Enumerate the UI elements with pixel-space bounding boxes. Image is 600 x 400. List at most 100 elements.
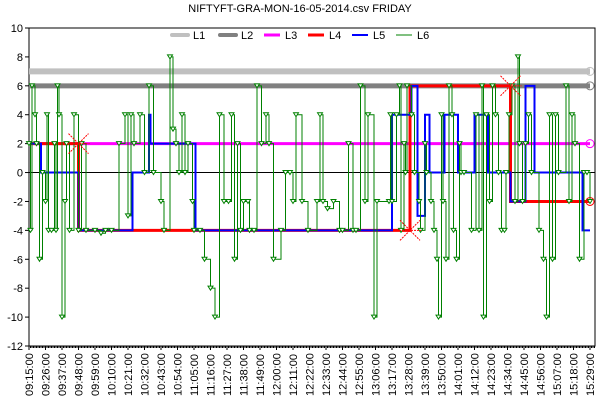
x-tick-label: 11:38:00 <box>239 354 251 396</box>
x-tick-label: 15:29:00 <box>585 353 597 396</box>
x-tick-label: 12:44:00 <box>338 353 350 396</box>
l6-point-marker <box>552 112 559 118</box>
x-tick-label: 10:21:00 <box>123 353 135 396</box>
l6-point-marker <box>33 141 40 147</box>
l6-point-marker <box>535 227 543 234</box>
l6-point-marker <box>313 198 321 205</box>
l6-point-marker <box>237 227 244 234</box>
y-tick-label: -4 <box>13 225 23 237</box>
l6-point-marker <box>516 141 523 147</box>
l6-point-marker <box>141 170 148 176</box>
l6-point-marker <box>330 198 337 205</box>
series-group <box>25 54 595 321</box>
l6-point-marker <box>400 141 408 147</box>
y-tick-label: -12 <box>7 341 23 353</box>
l6-point-marker <box>433 256 441 263</box>
l6-point-marker <box>423 170 430 176</box>
l6-point-marker <box>286 170 294 176</box>
x-tick-label: 11:05:00 <box>189 354 201 396</box>
l6-point-marker <box>415 198 423 205</box>
x-tick-label: 11:27:00 <box>222 354 234 396</box>
l6-point-marker <box>108 227 115 234</box>
x-tick-label: 14:12:00 <box>470 353 482 396</box>
l6-point-marker <box>91 227 99 234</box>
l6-point-marker <box>289 198 297 205</box>
x-tick-label: 10:43:00 <box>156 353 168 396</box>
legend-label-l5: L5 <box>373 30 385 42</box>
l6-point-marker <box>501 227 508 234</box>
y-tick-label: 0 <box>17 168 23 180</box>
l6-point-marker <box>396 83 403 89</box>
l6-point-marker <box>316 112 324 118</box>
l6-point-marker <box>546 112 553 118</box>
l6-point-marker <box>586 198 594 205</box>
l6-point-marker <box>505 112 513 118</box>
l6-point-marker <box>339 227 346 234</box>
x-tick-label: 12:22:00 <box>305 353 317 396</box>
l6-point-marker <box>439 198 447 205</box>
l6-point-marker <box>175 170 183 176</box>
x-tick-label: 12:11:00 <box>288 354 300 396</box>
l6-point-marker <box>565 198 573 205</box>
l6-point-marker <box>370 314 378 321</box>
l6-point-marker <box>543 314 550 321</box>
l6-point-marker <box>28 83 36 89</box>
y-tick-label: 2 <box>17 139 23 151</box>
l6-point-marker <box>292 112 300 118</box>
l6-point-marker <box>228 112 235 118</box>
l6-point-marker <box>253 83 261 89</box>
l6-point-marker <box>345 141 352 147</box>
l6-point-marker <box>495 170 502 176</box>
l6-point-marker <box>121 112 129 118</box>
l6-point-marker <box>201 256 208 263</box>
l6-point-marker <box>216 112 223 118</box>
l6-point-marker <box>246 227 253 234</box>
legend-label-l4: L4 <box>329 30 341 42</box>
l6-point-marker <box>525 112 532 118</box>
l6-point-marker <box>234 141 241 147</box>
x-tick-label: 11:16:00 <box>206 354 218 396</box>
l6-point-marker <box>549 256 556 263</box>
l6-point-marker <box>402 170 409 176</box>
l6-point-marker <box>48 227 55 234</box>
l6-point-marker <box>211 314 219 321</box>
l6-point-marker <box>492 112 499 118</box>
x-tick-label: 13:28:00 <box>404 353 416 396</box>
l6-point-marker <box>42 198 49 205</box>
series-end-marker <box>585 139 595 149</box>
l6-point-marker <box>478 83 486 89</box>
l6-point-marker <box>52 227 60 234</box>
l6-point-marker <box>430 227 438 234</box>
l6-point-marker <box>265 141 273 147</box>
l6-point-marker <box>460 170 468 176</box>
x-axis: 09:15:00 09:26:00 09:37:00 09:48:00 09:59:00… <box>24 346 597 396</box>
l6-point-marker <box>468 227 475 234</box>
y-tick-label: -2 <box>13 196 23 208</box>
x-tick-label: 12:55:00 <box>354 353 366 396</box>
legend-label-l3: L3 <box>285 30 297 42</box>
l6-point-marker <box>448 112 456 118</box>
y-tick-label: 8 <box>17 52 23 64</box>
legend-label-l6: L6 <box>417 30 429 42</box>
l6-point-marker <box>511 198 519 205</box>
x-tick-label: 09:26:00 <box>41 353 53 396</box>
l6-point-marker <box>427 198 435 205</box>
l6-point-marker <box>357 83 364 89</box>
series-end-marker <box>585 66 595 76</box>
l6-point-marker <box>166 54 174 60</box>
legend: L1 L2 L3 L4 L5 L6 <box>170 30 429 42</box>
x-tick-label: 11:49:00 <box>255 354 267 396</box>
l6-point-marker <box>445 83 453 89</box>
l6-point-marker <box>502 170 510 176</box>
l6-point-marker <box>475 227 483 234</box>
x-tick-label: 13:17:00 <box>387 353 399 396</box>
chart-title: NIFTYFT-GRA-MON-16-05-2014.csv FRIDAY <box>188 3 412 15</box>
l6-point-marker <box>157 198 165 205</box>
l6-point-marker <box>568 112 576 118</box>
l6-point-marker <box>39 170 46 176</box>
l6-point-marker <box>136 112 144 118</box>
l6-point-marker <box>61 198 69 205</box>
l6-point-marker <box>160 227 168 234</box>
l6-point-marker <box>453 256 460 263</box>
